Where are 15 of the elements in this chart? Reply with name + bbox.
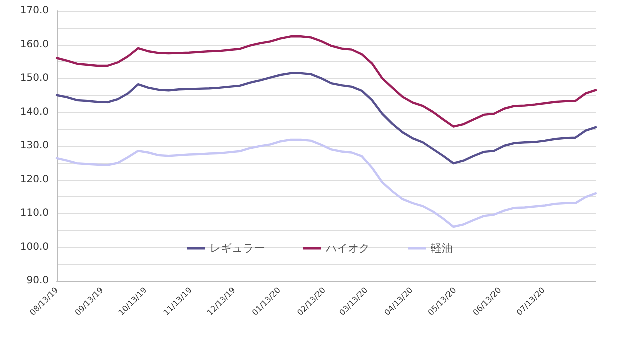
y-tick-label: 140.0 <box>20 106 49 118</box>
legend-label: ハイオク <box>325 242 370 255</box>
line-series <box>56 36 598 128</box>
y-tick-label: 120.0 <box>20 174 49 186</box>
y-tick-label: 100.0 <box>20 242 49 253</box>
y-tick-label: 150.0 <box>20 73 49 84</box>
y-tick-label: 170.0 <box>20 6 49 16</box>
y-tick-label: 130.0 <box>20 140 49 152</box>
y-tick-label: 90.0 <box>26 276 49 286</box>
legend-label: レギュラー <box>210 242 265 255</box>
y-tick-label: 110.0 <box>20 208 49 219</box>
line-series <box>56 72 598 165</box>
line-series <box>56 138 598 228</box>
y-tick-label: 160.0 <box>20 39 49 50</box>
legend-label: 軽油 <box>431 242 453 255</box>
